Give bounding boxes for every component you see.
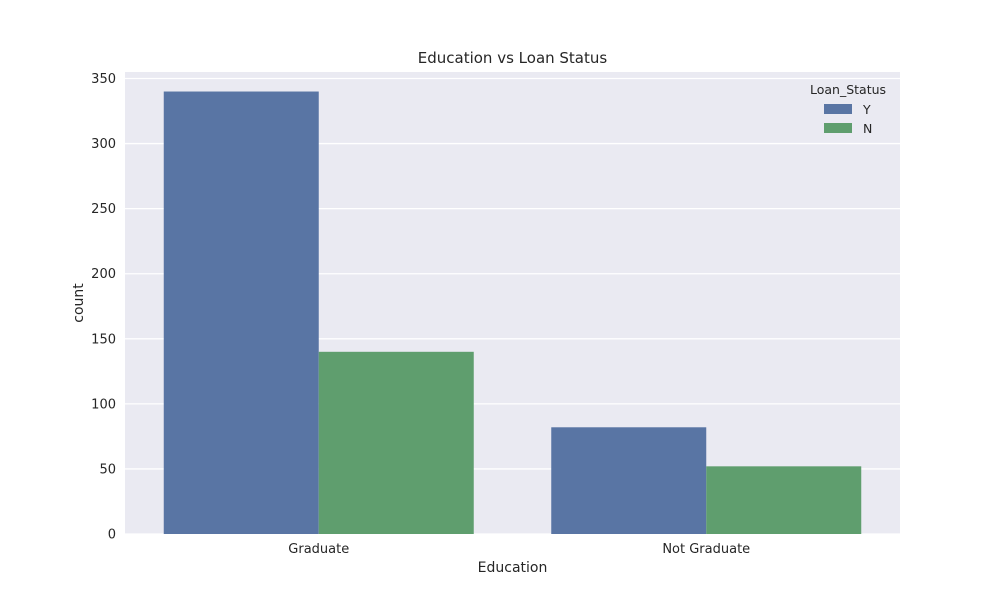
y-axis-ticks: 0 50 100 150 200 250 300 350 [91,72,116,542]
y-tick-label: 250 [91,202,116,217]
y-tick-label: 350 [91,72,116,87]
legend-items: YN [824,102,872,136]
y-tick-label: 300 [91,137,116,152]
legend-label-N: N [863,121,872,136]
bars [163,91,862,535]
legend: Loan_Status YN [810,82,886,136]
y-tick-label: 50 [99,462,116,477]
x-axis-ticks: Graduate Not Graduate [288,542,750,557]
bar-N-not-graduate [706,466,862,534]
y-tick-label: 100 [91,397,116,412]
chart-title: Education vs Loan Status [418,49,608,67]
legend-label-Y: Y [862,102,871,117]
bar-Y-graduate [163,91,319,535]
legend-swatch-Y [824,104,852,114]
y-tick-label: 200 [91,267,116,282]
y-tick-label: 150 [91,332,116,347]
x-tick-label: Not Graduate [662,542,750,557]
x-tick-label: Graduate [288,542,349,557]
y-axis-label: count [71,283,87,323]
legend-swatch-N [824,123,852,133]
bar-Y-not-graduate [551,427,707,534]
y-tick-label: 0 [108,528,116,543]
x-axis-label: Education [478,560,548,576]
bar-N-graduate [318,351,474,534]
legend-title: Loan_Status [810,82,886,97]
